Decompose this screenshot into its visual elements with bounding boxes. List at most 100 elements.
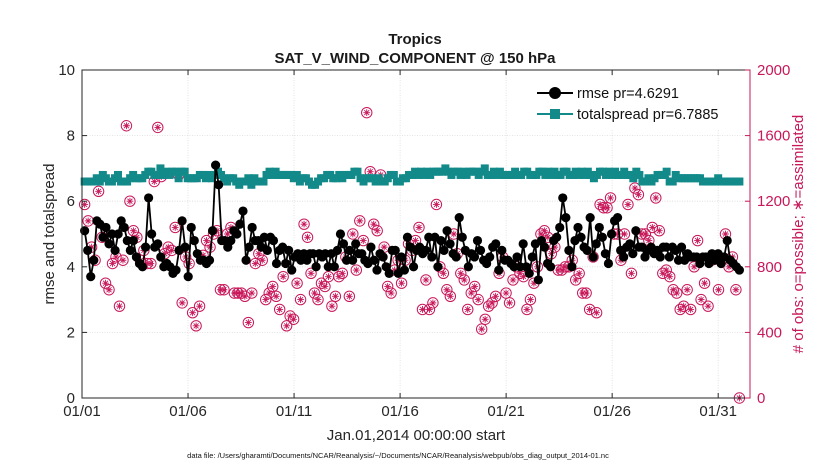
obs-point (691, 234, 704, 247)
obs-possible-marker (629, 182, 641, 194)
obs-point (625, 267, 638, 280)
rmse-point (104, 239, 114, 249)
data-file-footnote: data file: /Users/gharamti/Documents/NCA… (187, 451, 609, 460)
obs-assimilated-marker (359, 237, 367, 244)
totalspread-series (80, 164, 744, 189)
rmse-point (177, 216, 187, 226)
obs-point (113, 300, 126, 312)
rmse-point (271, 258, 282, 269)
obs-point (604, 192, 617, 204)
obs-point (82, 215, 94, 227)
obs-possible-marker (500, 287, 512, 299)
obs-possible-marker (601, 202, 613, 214)
obs-possible-marker (385, 287, 397, 299)
obs-possible-marker (695, 293, 707, 306)
rmse-point (207, 226, 218, 236)
obs-possible-marker (556, 264, 568, 276)
obs-possible-marker (698, 277, 711, 289)
y-tick-label: 10 (58, 62, 75, 79)
obs-point (469, 280, 481, 293)
rmse-series (80, 160, 744, 285)
legend-spread-marker (550, 109, 560, 119)
totalspread-point (244, 174, 253, 183)
obs-assimilated-marker (244, 319, 252, 326)
rmse-point (576, 232, 586, 242)
obs-possible-marker (193, 300, 206, 312)
obs-possible-marker (277, 270, 289, 283)
rmse-point (442, 226, 452, 236)
obs-point (441, 284, 453, 296)
obs-assimilated-marker (325, 273, 332, 281)
obs-point (385, 287, 397, 299)
x-tick-label: 01/26 (593, 403, 631, 420)
obs-assimilated-marker (262, 296, 270, 303)
obs-point (329, 290, 342, 303)
obs-point (500, 287, 512, 299)
obs-point (413, 221, 425, 234)
obs-assimilated-marker (220, 286, 228, 294)
rmse-point (378, 252, 388, 262)
obs-assimilated-marker (81, 201, 89, 208)
rmse-point (722, 235, 732, 246)
rmse-point (439, 245, 449, 255)
obs-assimilated-marker (196, 302, 203, 310)
rmse-point (390, 245, 400, 255)
obs-assimilated-marker (460, 276, 468, 284)
rmse-point (244, 242, 254, 252)
rmse-point (472, 235, 483, 246)
obs-possible-marker (329, 290, 342, 303)
obs-assimilated-marker (95, 187, 102, 195)
obs-point (347, 228, 359, 240)
obs-possible-marker (430, 198, 443, 211)
y-axis-right-label: # of obs: o=possible; ∗=assimilated (790, 115, 807, 354)
obs-possible-marker (702, 300, 714, 312)
obs-possible-marker (657, 267, 669, 280)
y-right-tick-label: 800 (757, 259, 782, 276)
obs-possible-marker (604, 192, 617, 204)
legend-rmse-marker (549, 87, 561, 99)
obs-assimilated-marker (143, 260, 151, 267)
obs-possible-marker (267, 280, 279, 293)
totalspread-point (662, 167, 671, 176)
obs-assimilated-marker (474, 296, 482, 303)
obs-assimilated-marker (126, 197, 134, 205)
obs-possible-marker (298, 218, 310, 230)
rmse-point (311, 262, 321, 272)
obs-point (437, 267, 450, 280)
rmse-point (369, 255, 379, 265)
obs-assimilated-marker (352, 266, 360, 274)
y-right-tick-label: 1200 (757, 193, 790, 210)
obs-possible-marker (256, 254, 268, 266)
obs-assimilated-marker (628, 269, 635, 277)
obs-point (712, 284, 725, 296)
obs-possible-marker (99, 277, 112, 289)
rmse-point (457, 232, 467, 242)
obs-possible-marker (333, 270, 345, 283)
rmse-point (454, 213, 464, 223)
obs-point (193, 300, 206, 312)
obs-assimilated-marker (648, 224, 656, 231)
obs-possible-marker (632, 188, 645, 201)
obs-assimilated-marker (283, 322, 291, 330)
obs-assimilated-marker (109, 260, 116, 267)
obs-possible-marker (127, 225, 140, 237)
obs-possible-marker (475, 323, 488, 335)
rmse-point (351, 239, 361, 249)
obs-assimilated-marker (192, 322, 200, 330)
obs-assimilated-marker (488, 299, 496, 307)
y-tick-label: 0 (67, 390, 75, 407)
obs-point (462, 303, 474, 316)
rmse-point (186, 222, 196, 233)
obs-assimilated-marker (582, 289, 590, 297)
obs-assimilated-marker (704, 302, 712, 310)
y-right-tick-label: 2000 (757, 62, 790, 79)
rmse-point (80, 226, 90, 236)
rmse-point (204, 255, 215, 265)
x-tick-label: 01/16 (381, 403, 419, 420)
obs-possible-marker (263, 287, 275, 299)
obs-possible-marker (646, 221, 659, 234)
obs-assimilated-marker (662, 266, 670, 274)
obs-assimilated-marker (241, 292, 249, 300)
obs-possible-marker (395, 277, 408, 289)
obs-assimilated-marker (189, 309, 197, 317)
